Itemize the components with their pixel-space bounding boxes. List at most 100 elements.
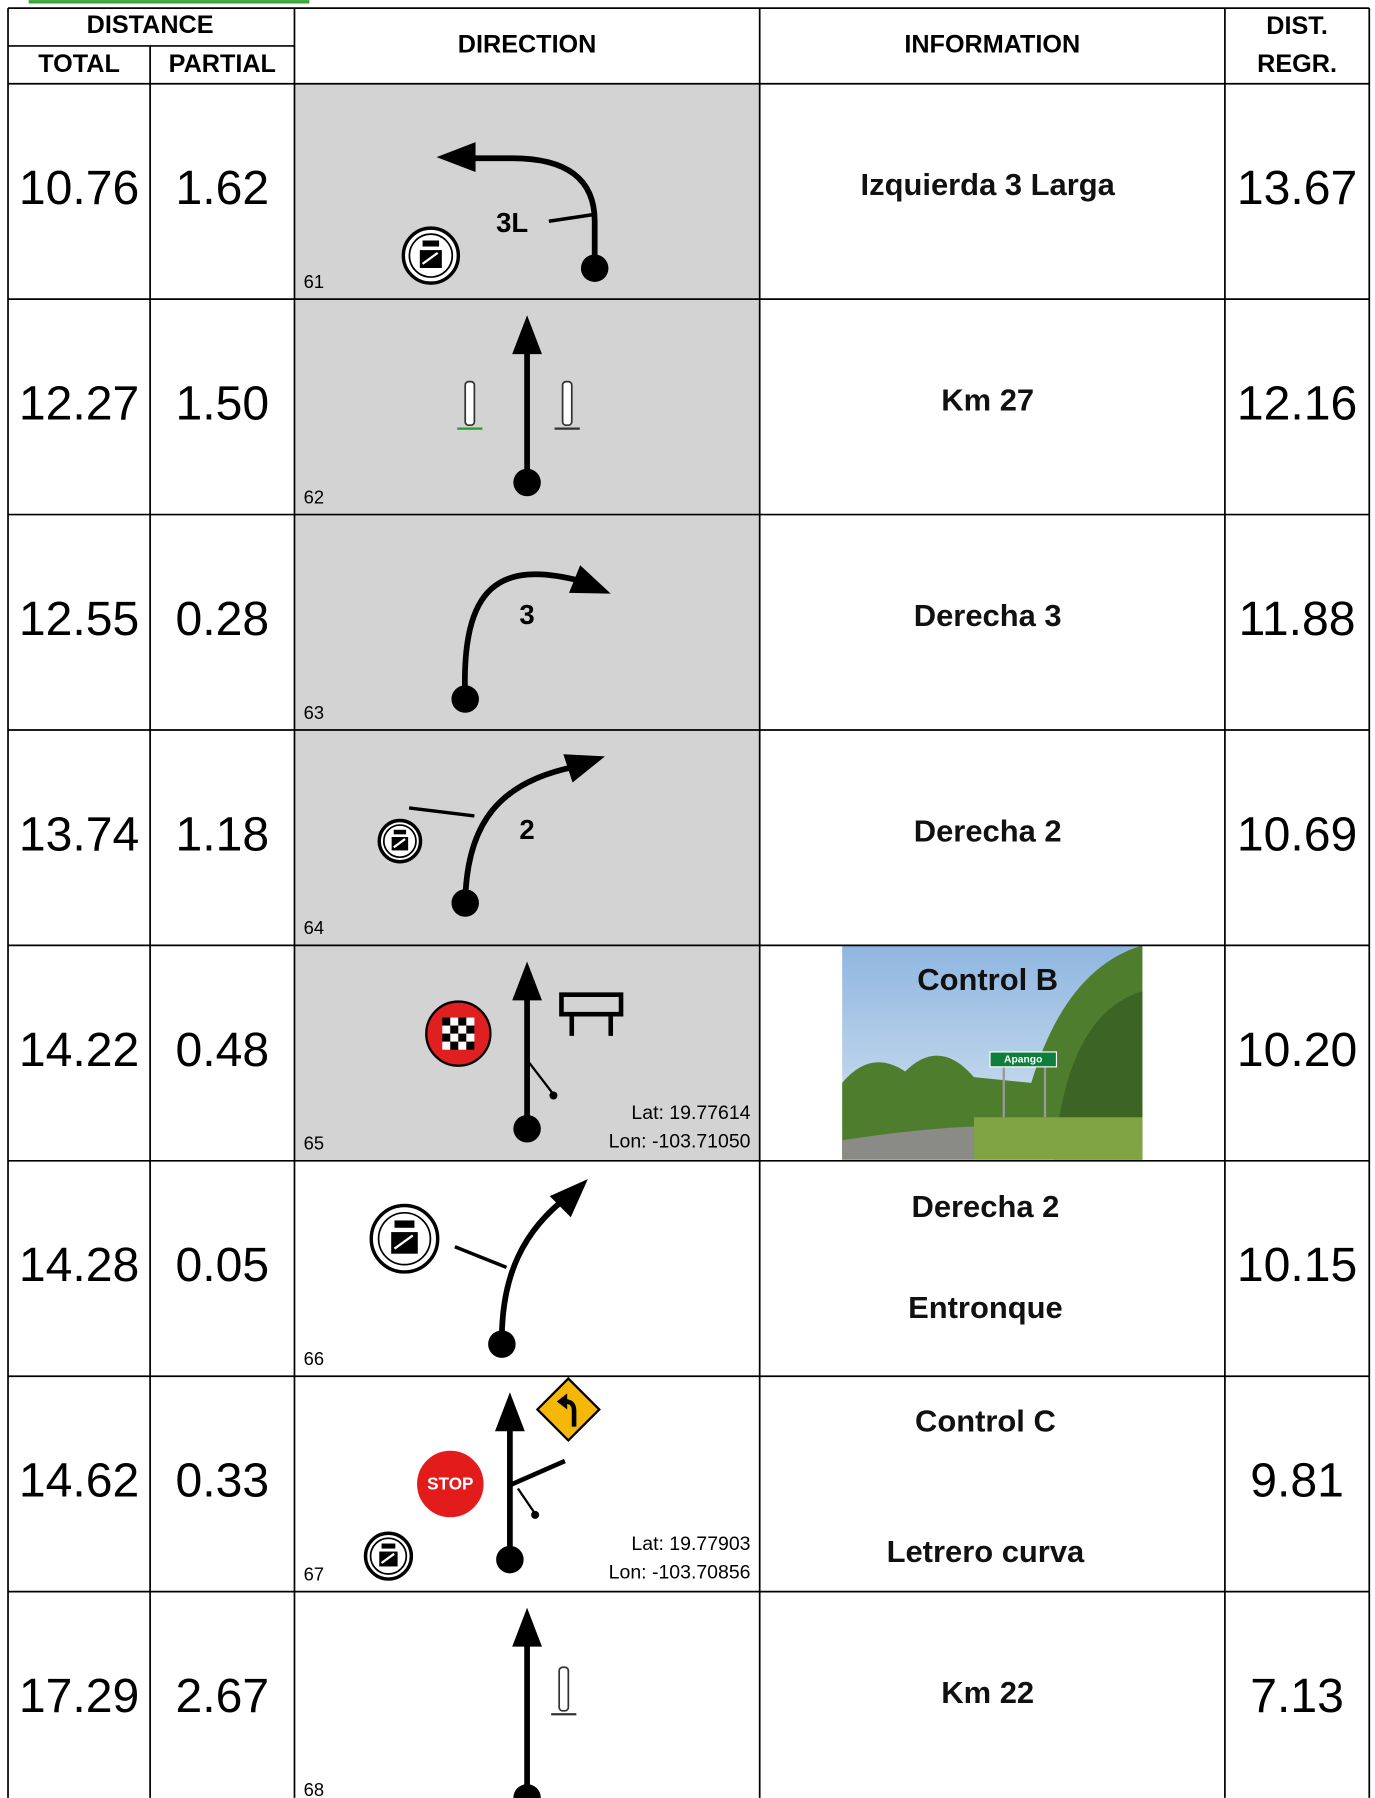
stroke: [508, 1458, 566, 1488]
partial-distance: 0.48: [175, 1023, 269, 1077]
arrow-head: [563, 754, 605, 783]
flag-square: [458, 1025, 467, 1034]
direction-diagram: 3L 61: [304, 142, 609, 292]
total-distance: 12.27: [19, 377, 139, 431]
total-distance: 13.74: [19, 807, 139, 861]
table-row: 10.76 1.62 13.67 3L 61 Izquierda 3 Larga: [19, 83, 1357, 300]
flag-square: [450, 1041, 459, 1050]
start-dot: [451, 889, 479, 917]
waypoint-number: 62: [304, 486, 324, 507]
table-row: 12.55 0.28 11.88 3 63 Derecha 3: [19, 514, 1355, 730]
arrow-head: [512, 961, 542, 1001]
police-icon: [363, 1531, 414, 1581]
route: [462, 763, 576, 904]
flag-square: [450, 1025, 459, 1034]
diagram-label: 2: [519, 814, 534, 845]
finish-flag: [425, 1000, 492, 1067]
header-dist-regr: DIST.: [1266, 12, 1328, 40]
total-distance: 14.62: [19, 1454, 139, 1508]
photo-sign-text: Apango: [1004, 1055, 1042, 1066]
branch-dot: [549, 1091, 558, 1100]
information-text: Derecha 2: [911, 1189, 1059, 1224]
photo-road: [842, 1126, 997, 1160]
table-header: DISTANCE TOTAL PARTIAL DIRECTION INFORMA…: [38, 11, 1337, 78]
header-total: TOTAL: [38, 50, 120, 78]
stroke: [548, 212, 595, 223]
waypoint-number: 68: [304, 1779, 324, 1798]
km-post: [464, 380, 476, 427]
arrow-head: [512, 315, 542, 355]
waypoint-number: 65: [304, 1133, 324, 1154]
direction-diagram: 62: [304, 315, 580, 507]
flag-square: [442, 1025, 451, 1034]
curve-sign: [535, 1376, 601, 1443]
start-dot: [513, 1114, 541, 1143]
total-distance: 14.22: [19, 1023, 139, 1077]
diagram-label: 3: [519, 599, 534, 630]
information-text: Letrero curva: [887, 1534, 1085, 1569]
photo-sign: [989, 1051, 1058, 1068]
start-dot: [451, 685, 479, 713]
arrow-head: [436, 142, 476, 172]
coordinate: Lon: -103.71050: [609, 1131, 751, 1153]
arrow-head: [512, 1607, 542, 1647]
regressive-distance: 13.67: [1237, 161, 1357, 215]
direction-diagram: 66: [304, 1179, 588, 1369]
information-text: Km 27: [941, 382, 1034, 417]
start-dot: [488, 1330, 516, 1358]
police-icon: [377, 818, 423, 864]
total-distance: 10.76: [19, 161, 139, 215]
icon-belt: [393, 838, 406, 849]
coordinate: Lat: 19.77903: [631, 1533, 750, 1555]
table-row: 13.74 1.18 10.69 2 64 Derecha 2: [19, 729, 1357, 946]
direction-cell-bg: [294, 514, 760, 730]
icon-ring: [382, 824, 417, 859]
flag-square: [458, 1041, 467, 1050]
direction-diagram: 2 64: [304, 754, 605, 938]
icon-cap: [381, 1543, 396, 1549]
coordinate: Lon: -103.70856: [609, 1561, 751, 1583]
start-dot: [580, 254, 609, 282]
waypoint-number: 64: [304, 917, 324, 938]
icon-belt: [421, 251, 439, 265]
icon-belt: [380, 1552, 395, 1564]
information-text: Derecha 2: [914, 813, 1062, 848]
regressive-distance: 10.20: [1237, 1023, 1357, 1077]
regressive-distance: 10.15: [1237, 1238, 1357, 1292]
start-dot: [513, 468, 541, 497]
arrow-head: [549, 1179, 588, 1218]
partial-distance: 1.50: [175, 377, 269, 431]
total-distance: 14.28: [19, 1238, 139, 1292]
icon-cap: [422, 240, 440, 247]
table-row: 14.28 0.05 10.15 66 Derecha 2 Entronque: [19, 1179, 1357, 1369]
header-partial: PARTIAL: [169, 50, 276, 78]
regressive-distance: 7.13: [1250, 1669, 1344, 1723]
direction-diagram: Lat: 19.77614 Lon: -103.71050 65: [304, 961, 751, 1154]
information-text: Km 22: [941, 1675, 1034, 1710]
direction-diagram: 68: [304, 1607, 577, 1798]
direction-cell-bg: [294, 83, 760, 300]
total-distance: 17.29: [19, 1669, 139, 1723]
flag-square: [466, 1041, 475, 1050]
partial-distance: 1.62: [175, 161, 269, 215]
flag-square: [458, 1017, 467, 1026]
information-text: Entronque: [908, 1290, 1063, 1325]
direction-diagram: 3 63: [304, 565, 611, 723]
header-distance: DISTANCE: [87, 11, 214, 39]
regressive-distance: 9.81: [1250, 1454, 1344, 1508]
header-dist-regr: REGR.: [1257, 50, 1337, 78]
table-row: 14.62 0.33 9.81 STOP Lat: 19.77903 Lon: -103.…: [19, 1376, 1344, 1584]
icon-ring: [408, 233, 454, 278]
flag-square: [466, 1033, 475, 1042]
partial-distance: 0.05: [175, 1238, 269, 1292]
table-row: 12.27 1.50 12.16 62 Km 27: [19, 299, 1357, 515]
start-dot: [513, 1784, 541, 1798]
icon-ring: [377, 1211, 432, 1266]
branch-dot: [531, 1510, 540, 1519]
start-dot: [496, 1545, 524, 1574]
table-row: 14.22 0.48 10.20 Lat: 19.77614 Lon: -103.710…: [19, 945, 1357, 1161]
icon-ring: [369, 1537, 408, 1575]
flag-square: [450, 1033, 459, 1042]
